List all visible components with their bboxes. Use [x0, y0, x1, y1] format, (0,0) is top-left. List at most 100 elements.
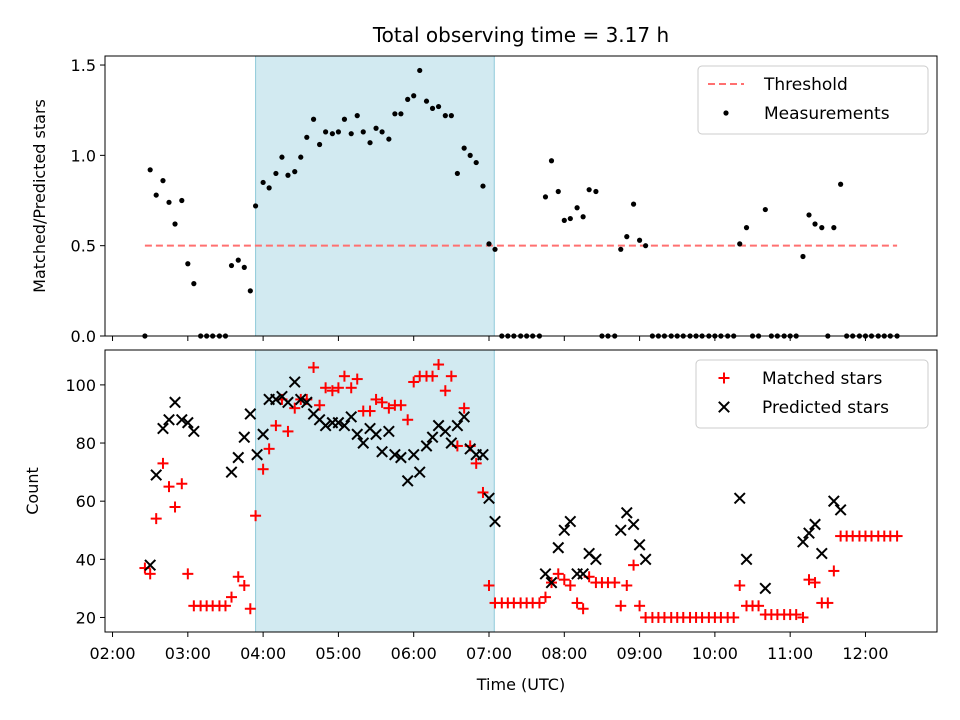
data-point-b: [552, 541, 565, 554]
data-point: [586, 187, 592, 193]
data-point-b: [288, 376, 301, 388]
data-point: [593, 188, 599, 195]
data-point-b: [639, 553, 652, 566]
data-point: [834, 503, 847, 516]
data-point: [480, 183, 486, 189]
data-point: [394, 451, 407, 464]
data-point-b: [620, 506, 633, 519]
data-point: [477, 448, 489, 461]
data-point: [357, 437, 370, 449]
data-point: [332, 416, 345, 429]
data-point: [737, 241, 743, 247]
y-tick-label: 1.0: [71, 146, 96, 165]
data-point: [621, 579, 633, 591]
data-point: [567, 215, 573, 222]
data-point: [147, 167, 153, 173]
data-point-b: [464, 442, 477, 455]
data-point: [314, 399, 326, 411]
y-axis-title: Matched/Predicted stars: [30, 99, 49, 293]
x-axis-title: Time (UTC): [476, 675, 565, 694]
data-point: [382, 425, 395, 438]
data-point: [169, 501, 181, 513]
y-tick-label: 20: [76, 608, 96, 627]
data-point-b: [539, 567, 552, 580]
data-point: [797, 535, 809, 548]
data-point: [790, 609, 802, 621]
data-point: [609, 577, 621, 589]
data-point: [483, 579, 495, 591]
data-point: [338, 370, 350, 382]
data-point: [373, 125, 379, 131]
data-point: [335, 129, 342, 135]
data-point: [238, 579, 250, 591]
data-point: [797, 611, 809, 623]
data-point-b: [564, 515, 577, 528]
data-point: [185, 261, 191, 267]
data-point: [461, 145, 467, 151]
data-point-b: [834, 503, 847, 516]
legend-label: Threshold: [763, 75, 848, 95]
data-point: [320, 382, 332, 394]
y-tick-label: 0.5: [71, 237, 96, 256]
data-point: [483, 492, 495, 505]
data-point: [252, 203, 259, 209]
data-point: [402, 414, 414, 426]
data-point: [157, 422, 169, 435]
data-point-b: [232, 451, 245, 464]
data-point: [492, 246, 498, 252]
data-point: [232, 571, 244, 583]
data-point: [225, 591, 237, 603]
x-tick-label: 09:00: [617, 644, 663, 663]
data-point-b: [458, 410, 471, 423]
data-point: [386, 136, 392, 142]
data-point: [743, 225, 750, 231]
data-point: [545, 576, 558, 589]
data-point: [615, 600, 627, 612]
data-point: [636, 237, 643, 243]
data-point: [819, 225, 825, 231]
data-point: [762, 206, 768, 213]
data-point: [827, 495, 840, 508]
data-point: [800, 253, 806, 260]
data-point: [539, 567, 552, 580]
data-point-b: [364, 422, 376, 435]
x-tick-label: 06:00: [391, 644, 437, 663]
data-point-b: [345, 410, 358, 423]
panel-ratio: 0.0 0.5 1.0 1.5 Matched/Predicted stars Thres…: [30, 55, 938, 346]
data-point-b: [733, 492, 746, 505]
y-tick-label: 80: [76, 434, 96, 453]
data-point-b: [803, 527, 815, 540]
data-point: [285, 172, 291, 178]
data-point: [247, 288, 253, 294]
data-point: [574, 205, 580, 211]
data-point: [360, 129, 366, 135]
legend-label: Predicted stars: [762, 398, 889, 418]
data-point: [564, 515, 577, 528]
data-point: [558, 574, 570, 586]
data-point-b: [590, 553, 602, 566]
data-point-b: [181, 416, 194, 429]
data-point: [354, 113, 360, 119]
data-point-b: [439, 425, 452, 438]
data-point: [181, 416, 194, 429]
data-point: [454, 170, 460, 177]
data-point: [435, 103, 442, 110]
legend-marker: [718, 372, 730, 384]
data-point: [273, 170, 279, 177]
data-point: [561, 217, 567, 223]
data-point: [288, 376, 301, 388]
data-point-b: [157, 422, 169, 435]
series-predicted-stars: [144, 376, 847, 595]
data-point: [176, 478, 188, 490]
data-point-b: [445, 437, 458, 449]
data-point-b: [477, 448, 489, 461]
data-point-b: [432, 419, 445, 432]
data-point-b: [257, 428, 270, 441]
data-point: [150, 513, 162, 525]
data-point-b: [370, 428, 382, 441]
chart-title: Total observing time = 3.17 h: [372, 23, 669, 47]
data-point: [187, 425, 200, 438]
data-point: [232, 451, 245, 464]
data-point: [803, 574, 815, 586]
